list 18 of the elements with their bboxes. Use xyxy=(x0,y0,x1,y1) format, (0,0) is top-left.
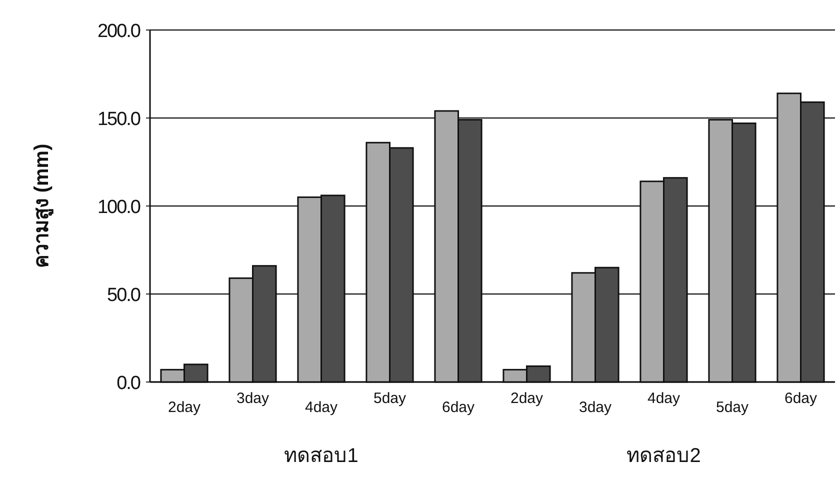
x-tick-label: 6day xyxy=(442,399,476,416)
y-tick-label: 0.0 xyxy=(116,373,140,394)
y-axis-title: ความสูง (mm) xyxy=(31,144,55,268)
x-tick-label: 5day xyxy=(373,390,407,407)
x-tick-label: 6day xyxy=(784,390,818,407)
x-tick-label: 2day xyxy=(510,390,544,407)
text: ทดสอบ2 xyxy=(626,445,701,467)
y-tick-label: 50.0 xyxy=(107,285,140,306)
x-tick-label: 3day xyxy=(578,399,612,416)
y-tick-label: 100.0 xyxy=(97,197,140,218)
y-tick-label: 200.0 xyxy=(97,21,140,42)
x-tick-label: 4day xyxy=(304,399,338,416)
text: ทดสอบ1 xyxy=(284,445,358,467)
x-tick-label: 2day xyxy=(168,399,202,416)
x-tick-label: 5day xyxy=(716,399,750,416)
y-tick-label: 150.0 xyxy=(97,109,140,130)
x-tick-label: 3day xyxy=(236,390,270,407)
x-tick-label: 4day xyxy=(647,390,681,407)
